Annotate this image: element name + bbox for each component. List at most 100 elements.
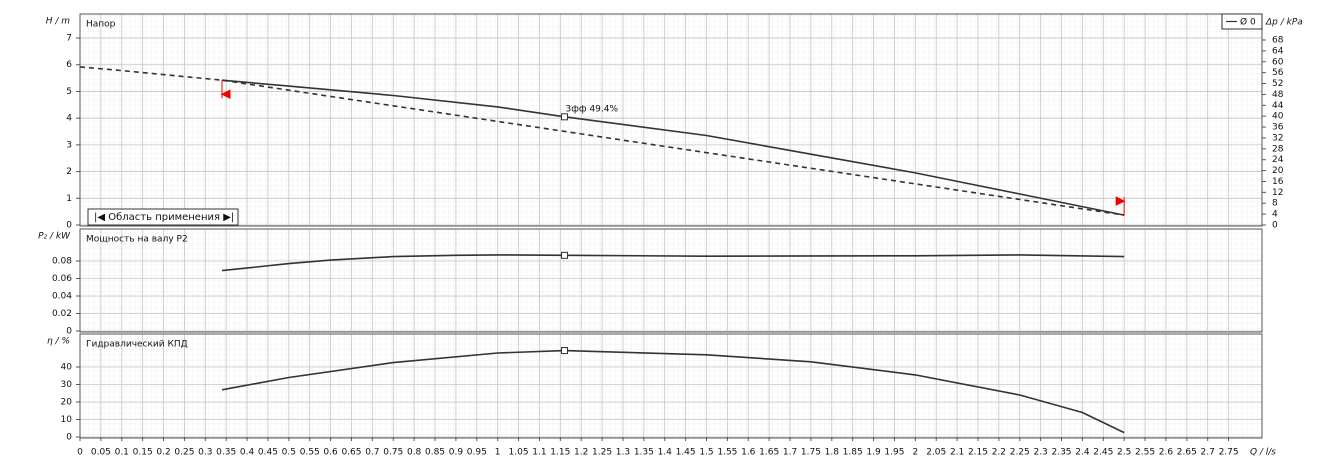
x-tick-label: 1.85 — [843, 448, 863, 458]
x-tick-label: 1.75 — [801, 448, 821, 458]
x-tick-label: 0.15 — [133, 448, 153, 458]
x-tick-label: 0.85 — [425, 448, 445, 458]
x-tick-label: 1.65 — [759, 448, 779, 458]
y-tick-label: 0.06 — [52, 274, 72, 284]
x-tick-label: 2.3 — [1033, 448, 1047, 458]
y2-tick-label: 20 — [1272, 166, 1284, 176]
x-tick-label: 2.7 — [1201, 448, 1215, 458]
range-end-marker — [1115, 196, 1126, 216]
x-tick-label: 2.4 — [1075, 448, 1090, 458]
x-tick-label: 1.8 — [825, 448, 840, 458]
y-axis-label: η / % — [47, 337, 70, 347]
y-tick-label: 0 — [66, 221, 72, 231]
range-label: |◀ Область применения ▶| — [94, 212, 234, 223]
x-tick-label: 1.2 — [574, 448, 588, 458]
x-tick-label: 1.25 — [592, 448, 612, 458]
x-tick-label: 2.55 — [1135, 448, 1155, 458]
x-tick-label: 2.75 — [1219, 448, 1239, 458]
panel-title: Мощность на валу P2 — [86, 235, 188, 245]
curve — [221, 254, 1125, 272]
y-tick-label: 4 — [66, 114, 72, 124]
x-tick-label: 0.1 — [115, 448, 129, 458]
y-tick-label: 0.02 — [52, 309, 72, 319]
x-tick-label: 0.25 — [174, 448, 194, 458]
x-tick-label: 0.7 — [365, 448, 379, 458]
y2-tick-label: 16 — [1272, 177, 1284, 187]
x-tick-label: 2.45 — [1093, 448, 1113, 458]
y-tick-label: 1 — [66, 194, 72, 204]
x-tick-label: 1.7 — [783, 448, 797, 458]
y2-tick-label: 24 — [1272, 155, 1284, 165]
y-tick-label: 0 — [66, 327, 72, 337]
curve — [221, 79, 1125, 216]
panel-frame — [79, 228, 1263, 333]
y2-tick-label: 56 — [1272, 68, 1284, 78]
x-tick-label: 0.95 — [467, 448, 487, 458]
y2-tick-label: 68 — [1272, 36, 1284, 46]
minor-grid — [80, 334, 1262, 437]
x-tick-label: 2.5 — [1117, 448, 1131, 458]
x-tick-label: 0.5 — [282, 448, 296, 458]
x-tick-label: 1.3 — [616, 448, 630, 458]
x-tick-label: 1.9 — [866, 448, 881, 458]
curve — [221, 349, 1125, 434]
minor-grid — [80, 14, 1262, 225]
y-axis-label: P₂ / kW — [38, 232, 71, 242]
x-tick-label: 2.1 — [950, 448, 964, 458]
y2-tick-label: 12 — [1272, 188, 1283, 198]
x-tick-label: 1.1 — [532, 448, 546, 458]
bep-label: 3фф 49.4% — [565, 104, 618, 114]
y2-tick-label: 64 — [1272, 46, 1284, 56]
y-tick-label: 5 — [66, 87, 72, 97]
x-tick-label: 0.45 — [258, 448, 278, 458]
x-tick-label: 1.5 — [699, 448, 713, 458]
x-tick-label: 0.8 — [407, 448, 422, 458]
x-tick-label: 2.25 — [1010, 448, 1030, 458]
y-tick-label: 0.04 — [52, 292, 72, 302]
x-tick-label: 1.15 — [550, 448, 570, 458]
bep-marker — [560, 347, 568, 355]
y-tick-label: 30 — [61, 380, 73, 390]
range-box — [87, 208, 239, 226]
minor-grid — [80, 229, 1262, 331]
bep-marker — [560, 251, 568, 259]
x-tick-label: 1 — [495, 448, 501, 458]
panel-frame — [79, 13, 1263, 227]
x-tick-label: 0.65 — [341, 448, 361, 458]
x-axis-label: Q / l/s — [1250, 448, 1276, 458]
legend-box — [1221, 13, 1263, 30]
y-tick-label: 0.08 — [52, 257, 72, 267]
x-tick-label: 2 — [912, 448, 918, 458]
x-tick-label: 2.65 — [1177, 448, 1197, 458]
range-start-marker — [220, 80, 231, 100]
bep-marker — [560, 113, 568, 121]
x-tick-label: 1.6 — [741, 448, 756, 458]
y2-tick-label: 32 — [1272, 133, 1283, 143]
x-tick-label: 1.45 — [676, 448, 696, 458]
x-tick-label: 0.3 — [198, 448, 212, 458]
x-tick-label: 2.15 — [968, 448, 988, 458]
x-tick-label: 0.05 — [91, 448, 111, 458]
x-tick-label: 1.95 — [884, 448, 904, 458]
x-tick-label: 1.35 — [634, 448, 654, 458]
x-tick-label: 1.05 — [509, 448, 529, 458]
y2-tick-label: 28 — [1272, 144, 1284, 154]
x-tick-label: 0 — [77, 448, 83, 458]
y2-tick-label: 4 — [1272, 210, 1278, 220]
x-tick-label: 1.4 — [658, 448, 673, 458]
x-tick-label: 0.75 — [383, 448, 403, 458]
x-tick-label: 2.05 — [926, 448, 946, 458]
y-tick-label: 7 — [66, 34, 72, 44]
panel-title: Напор — [86, 20, 116, 30]
x-tick-label: 0.6 — [323, 448, 338, 458]
y2-tick-label: 40 — [1272, 112, 1284, 122]
x-tick-label: 0.2 — [156, 448, 170, 458]
panel-frame — [79, 333, 1263, 439]
x-tick-label: 0.9 — [449, 448, 464, 458]
x-tick-label: 1.55 — [717, 448, 737, 458]
y2-tick-label: 60 — [1272, 57, 1284, 67]
y-tick-label: 0 — [66, 433, 72, 443]
y2-tick-label: 36 — [1272, 123, 1284, 133]
y-tick-label: 3 — [66, 140, 72, 150]
x-tick-label: 0.55 — [300, 448, 320, 458]
